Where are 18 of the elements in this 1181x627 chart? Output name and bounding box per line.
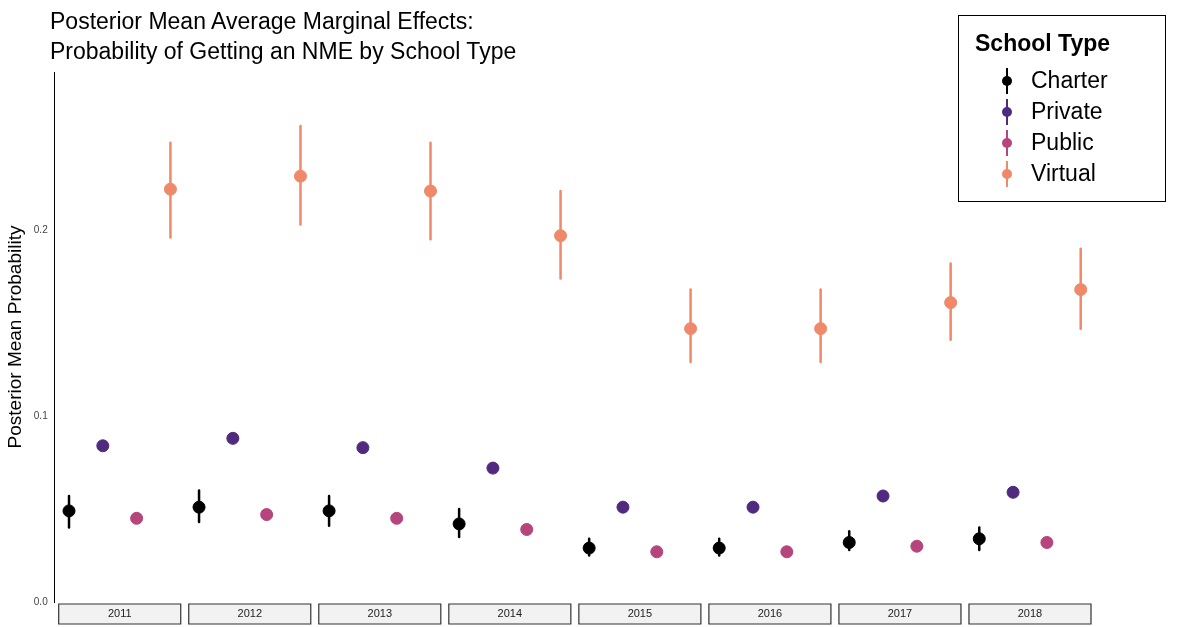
legend-label: Private [1031, 98, 1103, 125]
x-tick-label: 2011 [107, 607, 132, 620]
legend-label: Virtual [1031, 160, 1096, 187]
x-tick-label: 2017 [887, 607, 913, 620]
y-axis-title: Posterior Mean Probability [3, 225, 25, 449]
x-tick-label: 2016 [757, 607, 783, 620]
chart-title: Posterior Mean Average Marginal Effects: Probability of Getting an NME by School Type [50, 7, 518, 66]
x-tick-label: 2012 [237, 607, 262, 620]
legend-label: Public [1031, 129, 1094, 156]
legend-title: School Type [975, 30, 1112, 57]
y-tick-label: 0.2 [33, 223, 49, 235]
x-tick-label: 2018 [1017, 607, 1043, 620]
y-tick-label: 0.1 [33, 409, 49, 421]
x-tick-label: 2013 [367, 607, 393, 620]
y-tick-label: 0.0 [33, 595, 49, 607]
x-tick-label: 2015 [627, 607, 653, 620]
x-tick-label: 2014 [497, 607, 523, 620]
legend-label: Charter [1031, 67, 1108, 94]
